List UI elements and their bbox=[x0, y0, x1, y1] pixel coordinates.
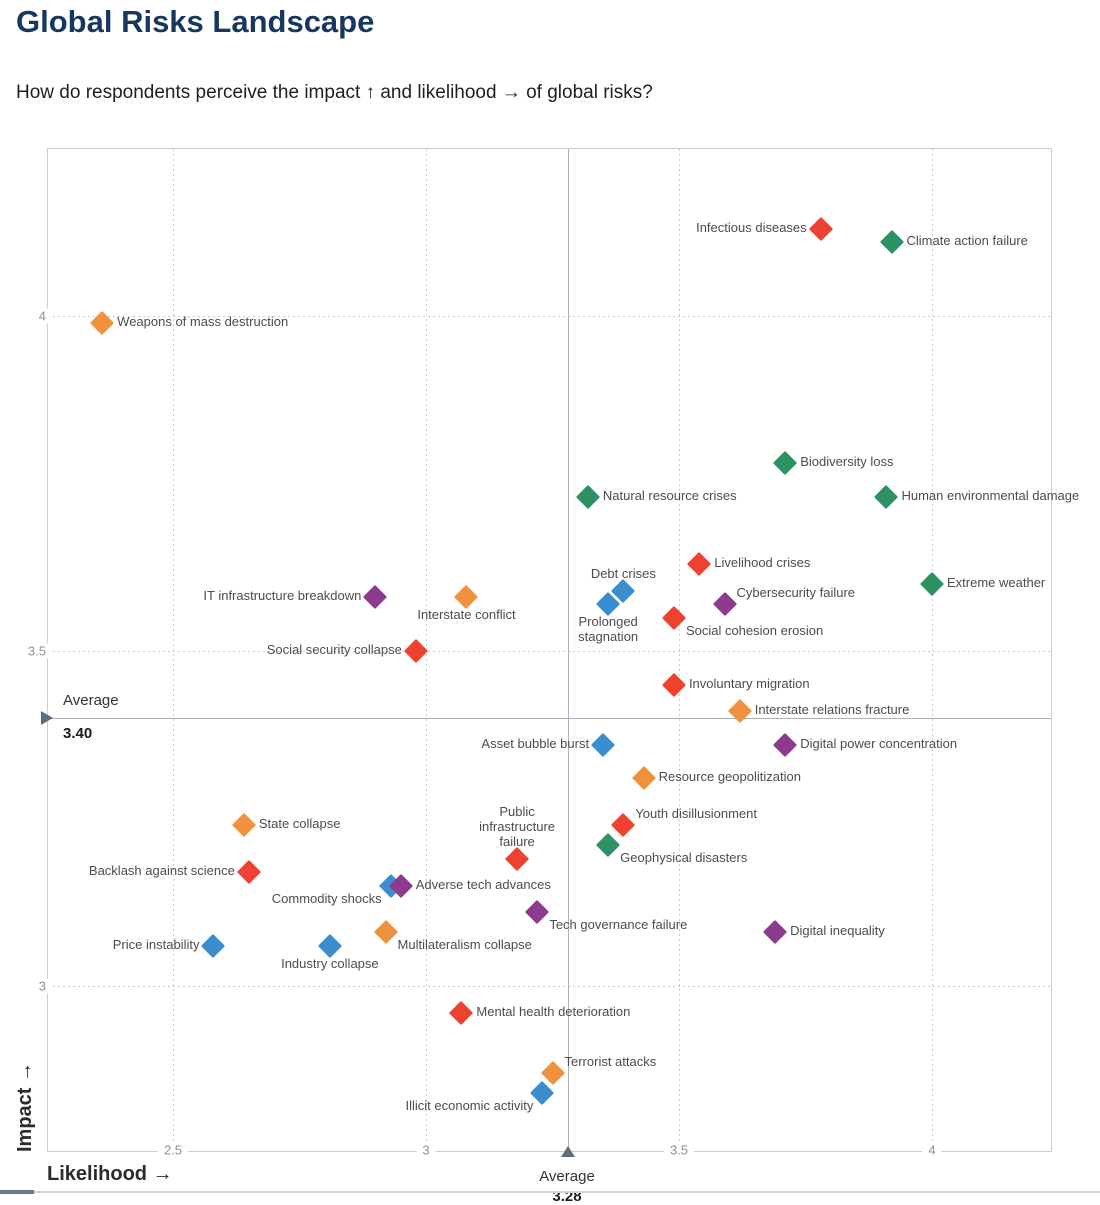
x-tick-label: 2.5 bbox=[157, 1142, 189, 1158]
risk-point-involuntary-migration[interactable] bbox=[661, 672, 686, 697]
risk-point-social-cohesion-erosion[interactable] bbox=[661, 605, 686, 630]
x-tick-label: 3.5 bbox=[663, 1142, 695, 1158]
risk-label-resource-geopolitization: Resource geopolitization bbox=[658, 769, 801, 785]
risk-point-social-security-collapse[interactable] bbox=[403, 638, 428, 664]
risk-point-backlash-against-science[interactable] bbox=[236, 860, 261, 885]
y-tick-label: 3.5 bbox=[23, 643, 50, 659]
risk-label-adverse-tech-advances: Adverse tech advances bbox=[415, 876, 551, 892]
risk-label-digital-power-concentration: Digital power concentration bbox=[800, 736, 958, 752]
risk-label-multilateralism-collapse: Multilateralism collapse bbox=[397, 937, 532, 953]
risk-point-mental-health-deterioration[interactable] bbox=[449, 1000, 474, 1025]
risk-point-youth-disillusionment[interactable] bbox=[611, 813, 636, 838]
risk-label-biodiversity-loss: Biodiversity loss bbox=[800, 454, 894, 470]
x-tick-label: 4 bbox=[922, 1142, 942, 1158]
risk-label-mental-health-deterioration: Mental health deterioration bbox=[476, 1004, 631, 1020]
gridline-x-2.5 bbox=[172, 149, 174, 1151]
risk-label-state-collapse: State collapse bbox=[258, 816, 341, 832]
risk-label-youth-disillusionment: Youth disillusionment bbox=[635, 806, 757, 822]
plot-area: 2.5 3 3.5 4 4 3.5 3 Average 3.40 Infectious disea… bbox=[23, 148, 1079, 1158]
page-title: Global Risks Landscape bbox=[16, 4, 375, 39]
gridline-x-3.5 bbox=[678, 149, 680, 1151]
risk-label-industry-collapse: Industry collapse bbox=[281, 955, 379, 971]
risk-label-social-cohesion-erosion: Social cohesion erosion bbox=[685, 622, 824, 638]
risk-label-climate-action-failure: Climate action failure bbox=[906, 233, 1028, 249]
risk-point-climate-action-failure[interactable] bbox=[879, 230, 904, 255]
risk-label-prolonged-stagnation: Prolonged stagnation bbox=[578, 614, 639, 645]
risk-point-state-collapse[interactable] bbox=[231, 813, 256, 838]
x-axis-title: Likelihood → bbox=[47, 1163, 173, 1185]
risk-point-infectious-diseases[interactable] bbox=[808, 216, 833, 241]
risk-point-it-infrastructure-breakdown[interactable] bbox=[363, 585, 388, 610]
gridline-y-4 bbox=[48, 315, 1051, 317]
page-subtitle: How do respondents perceive the impact ↑… bbox=[16, 82, 653, 103]
gridline-y-3 bbox=[48, 985, 1051, 987]
risk-label-terrorist-attacks: Terrorist attacks bbox=[564, 1054, 657, 1070]
risk-label-extreme-weather: Extreme weather bbox=[947, 575, 1046, 591]
risk-label-backlash-against-science: Backlash against science bbox=[88, 863, 235, 879]
y-tick-label: 4 bbox=[34, 308, 50, 324]
risk-point-multilateralism-collapse[interactable] bbox=[373, 920, 398, 945]
risk-label-cybersecurity-failure: Cybersecurity failure bbox=[736, 585, 856, 601]
page-bottom-divider-segment bbox=[0, 1190, 34, 1194]
average-likelihood-marker bbox=[560, 1146, 575, 1157]
risk-label-debt-crises: Debt crises bbox=[590, 565, 656, 581]
risk-label-social-security-collapse: Social security collapse bbox=[266, 642, 402, 658]
risk-point-weapons-of-mass-destruction[interactable] bbox=[90, 310, 115, 335]
risk-label-digital-inequality: Digital inequality bbox=[790, 923, 885, 939]
risk-point-geophysical-disasters[interactable] bbox=[596, 833, 621, 858]
risk-label-involuntary-migration: Involuntary migration bbox=[688, 675, 810, 691]
risk-label-illicit-economic-activity: Illicit economic activity bbox=[405, 1098, 534, 1114]
risk-label-natural-resource-crises: Natural resource crises bbox=[602, 488, 737, 504]
risk-point-terrorist-attacks[interactable] bbox=[540, 1061, 565, 1086]
average-likelihood-line bbox=[567, 149, 569, 1151]
gridline-x-4 bbox=[931, 149, 933, 1151]
risk-label-commodity-shocks: Commodity shocks bbox=[271, 890, 382, 906]
risk-label-asset-bubble-burst: Asset bubble burst bbox=[481, 736, 590, 752]
risk-label-interstate-relations-fracture: Interstate relations fracture bbox=[754, 702, 910, 718]
risk-point-biodiversity-loss[interactable] bbox=[773, 451, 798, 476]
risk-label-infectious-diseases: Infectious diseases bbox=[696, 220, 807, 236]
risk-point-digital-inequality[interactable] bbox=[763, 920, 788, 945]
risk-label-price-instability: Price instability bbox=[112, 937, 200, 953]
y-tick-label: 3 bbox=[34, 978, 50, 994]
risk-point-extreme-weather[interactable] bbox=[919, 571, 945, 597]
risk-point-public-infrastructure-failure[interactable] bbox=[505, 846, 530, 871]
risk-label-it-infrastructure-breakdown: IT infrastructure breakdown bbox=[203, 588, 362, 604]
page-bottom-divider bbox=[0, 1191, 1100, 1193]
risk-point-illicit-economic-activity[interactable] bbox=[530, 1081, 555, 1106]
risk-point-cybersecurity-failure[interactable] bbox=[712, 592, 737, 617]
risk-point-industry-collapse[interactable] bbox=[317, 933, 342, 958]
risk-label-public-infrastructure-failure: Public infrastructure failure bbox=[479, 803, 556, 849]
risk-point-price-instability[interactable] bbox=[201, 933, 226, 958]
risk-label-tech-governance-failure: Tech governance failure bbox=[549, 917, 688, 933]
risk-point-natural-resource-crises[interactable] bbox=[575, 484, 600, 509]
y-average-value: 3.40 bbox=[63, 725, 93, 742]
risk-point-digital-power-concentration[interactable] bbox=[773, 732, 798, 757]
risk-point-asset-bubble-burst[interactable] bbox=[591, 732, 616, 757]
risk-point-interstate-relations-fracture[interactable] bbox=[727, 699, 752, 724]
y-average-label: Average bbox=[63, 692, 119, 709]
x-tick-label: 3 bbox=[416, 1142, 436, 1158]
risk-point-tech-governance-failure[interactable] bbox=[525, 900, 550, 925]
x-average-label: Average bbox=[539, 1168, 595, 1185]
y-axis-title: Impact → bbox=[14, 1061, 36, 1152]
risk-label-geophysical-disasters: Geophysical disasters bbox=[620, 850, 748, 866]
risk-point-human-environmental-damage[interactable] bbox=[874, 484, 899, 509]
risk-point-livelihood-crises[interactable] bbox=[687, 551, 712, 576]
risk-label-livelihood-crises: Livelihood crises bbox=[714, 555, 811, 571]
average-impact-marker bbox=[41, 711, 53, 725]
risk-point-interstate-conflict[interactable] bbox=[454, 585, 479, 610]
risk-label-human-environmental-damage: Human environmental damage bbox=[901, 488, 1080, 504]
risk-point-resource-geopolitization[interactable] bbox=[631, 766, 656, 791]
average-impact-line bbox=[48, 718, 1051, 719]
risk-label-weapons-of-mass-destruction: Weapons of mass destruction bbox=[117, 313, 289, 329]
risk-label-interstate-conflict: Interstate conflict bbox=[417, 607, 516, 623]
gridline-y-3.5 bbox=[48, 650, 1051, 652]
